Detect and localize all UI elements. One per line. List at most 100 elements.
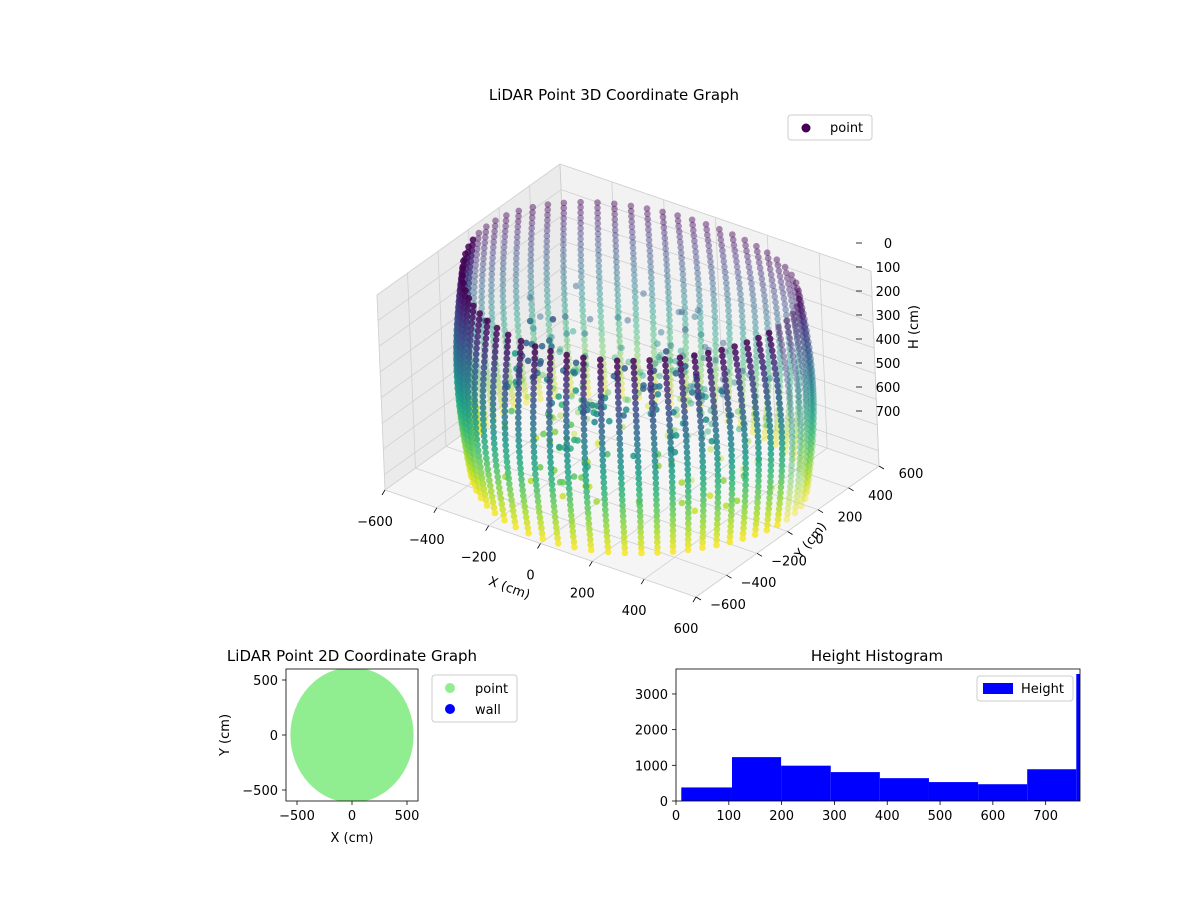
chart-3d-point — [606, 417, 613, 425]
chart-3d-point — [579, 312, 587, 320]
chart-3d-point — [779, 289, 787, 297]
chart-2d-x-tick: 0 — [348, 809, 356, 824]
chart-3d-point — [694, 269, 701, 277]
chart-3d-point — [685, 493, 692, 501]
chart-3d-point — [676, 233, 683, 241]
chart-3d-point — [783, 311, 790, 319]
chart-3d-point — [502, 436, 509, 443]
chart-3d-point — [647, 269, 655, 276]
chart-3d-point — [714, 510, 721, 517]
chart-3d-point — [614, 286, 621, 293]
chart-3d-point — [810, 400, 817, 408]
chart-3d-point — [793, 427, 800, 434]
chart-3d-point — [679, 384, 686, 392]
chart-3d-point — [666, 311, 673, 319]
chart-3d-point — [490, 371, 498, 379]
chart-3d-point — [776, 273, 784, 280]
chart-3d-point — [499, 292, 507, 300]
chart-3d-point — [696, 308, 704, 316]
chart-3d-point — [738, 301, 745, 309]
chart-3d-point — [807, 358, 814, 366]
chart-3d-point — [556, 478, 564, 486]
chart-3d-point — [600, 468, 607, 475]
chart-3d-point — [530, 431, 537, 439]
chart-3d-point — [718, 387, 726, 395]
chart-3d-point — [524, 357, 532, 365]
chart-3d-point — [810, 395, 817, 402]
chart-3d-point — [546, 327, 553, 334]
chart-3d-point — [472, 419, 479, 426]
chart-3d-point — [761, 428, 769, 436]
chart-3d-point — [700, 491, 707, 498]
chart-3d-grid-x — [611, 181, 621, 377]
chart-3d-point — [798, 357, 805, 364]
chart-3d-point — [667, 342, 675, 350]
chart-3d-point — [761, 376, 769, 383]
chart-3d-point — [630, 266, 638, 273]
chart-3d-point — [617, 452, 624, 460]
chart-3d-point — [636, 491, 643, 499]
chart-3d-point — [601, 495, 608, 503]
chart-3d-point — [806, 457, 814, 464]
chart-3d-point — [795, 358, 802, 366]
chart-3d-point — [741, 236, 748, 244]
chart-3d-point — [682, 344, 690, 352]
chart-3d-point — [747, 363, 754, 370]
chart-3d-point — [803, 425, 811, 433]
chart-3d-point — [528, 301, 535, 308]
chart-3d-point — [767, 439, 774, 447]
chart-3d-point — [480, 427, 488, 434]
chart-3d-point — [802, 397, 810, 404]
chart-3d-point — [796, 314, 803, 322]
chart-3d-point — [802, 321, 809, 329]
chart-3d-point — [533, 487, 541, 494]
chart-3d-point — [631, 394, 639, 401]
chart-3d-point — [801, 469, 809, 477]
chart-3d-point — [580, 378, 587, 386]
chart-3d-point — [631, 271, 638, 279]
chart-3d-point — [744, 253, 751, 260]
chart-3d-point — [549, 492, 557, 499]
chart-3d-point — [774, 382, 781, 390]
chart-3d-point — [482, 234, 489, 241]
chart-3d-point — [672, 370, 680, 377]
chart-3d-point — [669, 527, 677, 534]
chart-3d-point — [534, 498, 542, 505]
chart-3d-z-tick: 700 — [876, 405, 901, 420]
chart-2d-y-tick: 500 — [253, 674, 278, 689]
chart-3d-point — [583, 488, 590, 495]
chart-3d-point — [617, 469, 625, 476]
chart-3d-point — [809, 372, 816, 380]
chart-3d-point — [644, 210, 651, 218]
chart-3d-point — [769, 282, 777, 290]
histogram-x-tick: 100 — [716, 809, 741, 824]
chart-3d-point — [501, 419, 509, 426]
chart-3d-point — [630, 255, 637, 262]
chart-3d-point — [519, 487, 526, 494]
chart-3d-point — [512, 523, 519, 531]
chart-3d-point — [785, 408, 793, 415]
chart-3d-point — [711, 409, 718, 417]
histogram-bar — [978, 784, 1028, 801]
chart-3d-point — [663, 256, 670, 263]
chart-3d-point — [801, 324, 808, 331]
chart-3d-point — [695, 291, 703, 299]
chart-3d-point — [692, 364, 699, 371]
chart-3d-point — [629, 234, 636, 241]
chart-3d-point — [766, 416, 773, 424]
chart-3d-point — [560, 199, 568, 207]
chart-3d-point — [587, 541, 594, 549]
chart-3d-point — [755, 472, 762, 479]
chart-3d-point — [462, 250, 469, 258]
chart-3d-point — [805, 431, 813, 439]
chart-3d-point — [492, 336, 500, 344]
chart-3d-point — [723, 388, 731, 396]
chart-3d-point — [598, 336, 606, 344]
chart-3d-point — [795, 398, 803, 406]
chart-3d-point — [778, 439, 786, 447]
chart-3d-point — [527, 273, 534, 280]
chart-3d-point — [546, 442, 554, 449]
chart-3d-point — [665, 294, 672, 302]
chart-3d-point — [728, 463, 736, 471]
